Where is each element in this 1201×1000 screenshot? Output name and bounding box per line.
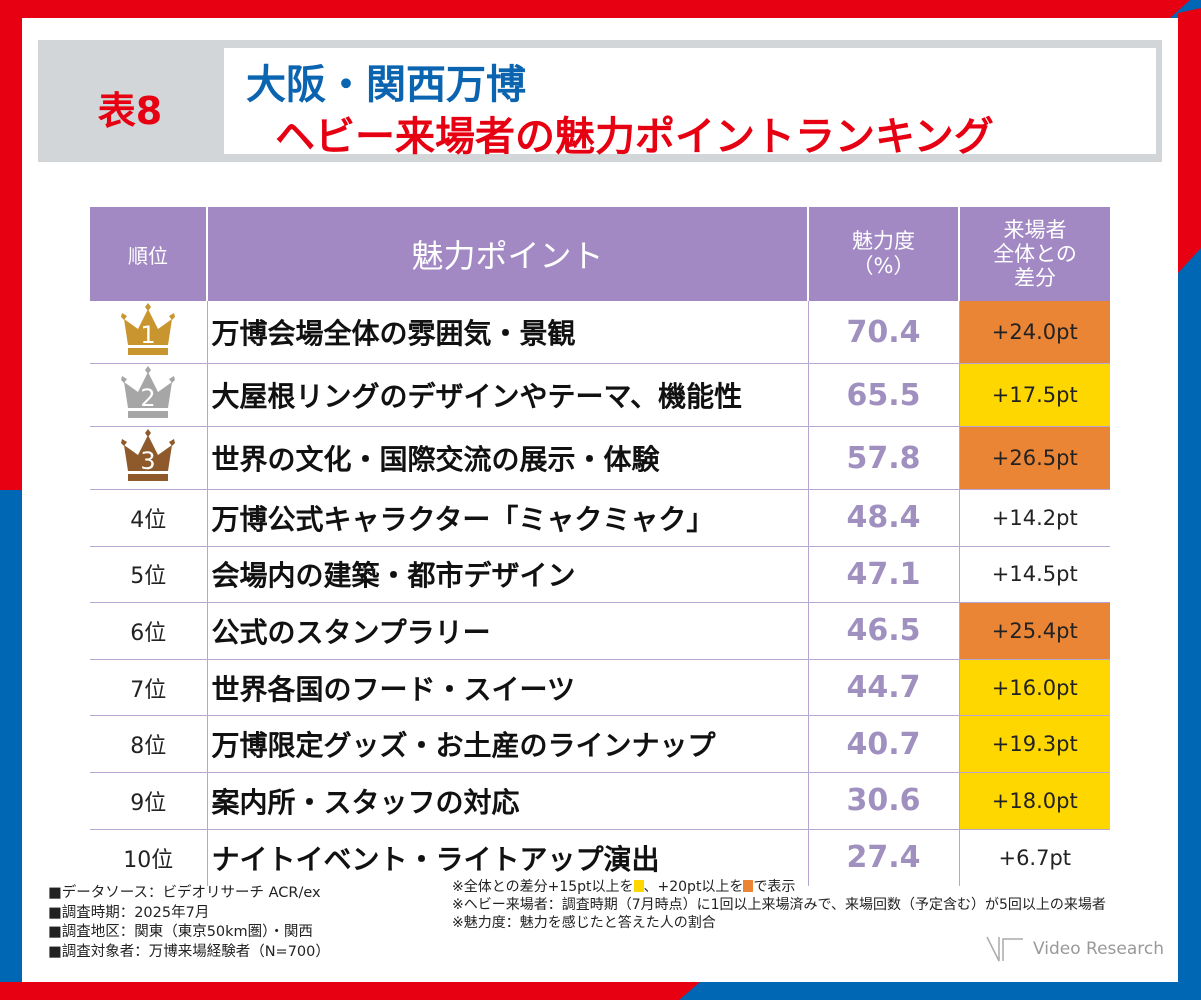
rank-cell: 3 <box>90 426 208 490</box>
table-row: 8位 万博限定グッズ・お土産のラインナップ 40.7 +19.3pt <box>90 715 1110 773</box>
diff-cell: +24.0pt <box>959 301 1110 364</box>
title-line2: ヘビー来場者の魅力ポイントランキング <box>275 114 994 160</box>
rank-label: 4位 <box>130 507 167 533</box>
note-target: ■調査対象者：万博来場経験者（N=700） <box>48 943 330 960</box>
rank-cell: 1 <box>90 301 208 364</box>
crown-bronze-icon: 3 <box>121 429 176 481</box>
value-cell: 27.4 <box>808 829 960 886</box>
item-cell: 会場内の建築・都市デザイン <box>207 546 809 604</box>
item-cell: 万博会場全体の雰囲気・景観 <box>207 301 809 364</box>
table-row: 2 大屋根リングのデザインやテーマ、機能性 65.5 +17.5pt <box>90 363 1110 427</box>
item-cell: 万博公式キャラクター「ミャクミャク」 <box>207 489 809 547</box>
note-source: ■データソース：ビデオリサーチ ACR/ex <box>48 885 321 901</box>
diff-cell: +19.3pt <box>959 715 1110 773</box>
rank-cell: 4位 <box>90 489 208 547</box>
item-cell: 世界各国のフード・スイーツ <box>207 659 809 717</box>
logo-mark-icon <box>986 936 1023 962</box>
rank-cell: 10位 <box>90 829 208 886</box>
diff-cell: +6.7pt <box>959 829 1110 886</box>
diff-cell: +17.5pt <box>959 363 1110 427</box>
value-cell: 65.5 <box>808 363 960 427</box>
diff-cell: +14.2pt <box>959 489 1110 547</box>
item-cell: 案内所・スタッフの対応 <box>207 772 809 830</box>
rank-label: 8位 <box>130 734 167 760</box>
title-line1: 大阪・関西万博 <box>246 62 526 108</box>
value-cell: 30.6 <box>808 772 960 830</box>
table-row: 5位 会場内の建築・都市デザイン 47.1 +14.5pt <box>90 546 1110 604</box>
note-area: ■調査地区：関東（東京50km圏）・関西 <box>48 924 313 940</box>
item-cell: 大屋根リングのデザインやテーマ、機能性 <box>207 363 809 427</box>
orange-swatch <box>743 880 754 892</box>
crown-rank-number: 3 <box>141 447 156 475</box>
col-rank: 順位 <box>90 207 208 301</box>
table-row: 7位 世界各国のフード・スイーツ 44.7 +16.0pt <box>90 659 1110 717</box>
video-research-logo: Video Research <box>985 935 1164 963</box>
notes-right: ※全体との差分+15pt以上を 、+20pt以上を で表示 ※ヘビー来場者：調査時期… <box>452 878 1106 932</box>
value-cell: 40.7 <box>808 715 960 773</box>
rank-cell: 9位 <box>90 772 208 830</box>
rank-cell: 2 <box>90 363 208 427</box>
rank-label: 9位 <box>130 790 167 816</box>
table-row: 1 万博会場全体の雰囲気・景観 70.4 +24.0pt <box>90 301 1110 364</box>
value-cell: 46.5 <box>808 602 960 660</box>
rank-label: 10位 <box>123 847 174 873</box>
ranking-table: 順位 魅力ポイント 魅力度 （%） 来場者 全体との 差分 1 万博会場全体の雰… <box>90 207 1110 886</box>
diff-cell: +26.5pt <box>959 426 1110 490</box>
rank-label: 5位 <box>130 564 167 590</box>
note-period: ■調査時期：2025年7月 <box>48 904 210 921</box>
yellow-swatch <box>633 880 644 892</box>
diff-cell: +25.4pt <box>959 602 1110 660</box>
crown-rank-number: 2 <box>141 384 156 412</box>
col-value: 魅力度 （%） <box>808 207 960 301</box>
table-row: 3 世界の文化・国際交流の展示・体験 57.8 +26.5pt <box>90 426 1110 490</box>
note-heavy: ※ヘビー来場者：調査時期（7月時点）に1回以上来場済みで、来場回数（予定含む）が… <box>452 897 1106 913</box>
crown-rank-number: 1 <box>141 321 156 349</box>
note-attractiveness: ※魅力度：魅力を感じたと答えた人の割合 <box>452 915 716 931</box>
table-row: 9位 案内所・スタッフの対応 30.6 +18.0pt <box>90 772 1110 830</box>
diff-cell: +18.0pt <box>959 772 1110 830</box>
value-cell: 48.4 <box>808 489 960 547</box>
title-box <box>224 48 1156 154</box>
table-label: 表8 <box>97 89 163 133</box>
rank-cell: 5位 <box>90 546 208 604</box>
crown-gold-icon: 1 <box>121 303 176 355</box>
table-row: 6位 公式のスタンプラリー 46.5 +25.4pt <box>90 602 1110 660</box>
rank-cell: 8位 <box>90 715 208 773</box>
item-cell: 万博限定グッズ・お土産のラインナップ <box>207 715 809 773</box>
item-cell: ナイトイベント・ライトアップ演出 <box>207 829 809 886</box>
frame-red-right <box>1178 8 1201 273</box>
value-cell: 47.1 <box>808 546 960 604</box>
rank-label: 6位 <box>130 620 167 646</box>
notes-left: ■データソース：ビデオリサーチ ACR/ex ■調査時期：2025年7月 ■調査… <box>48 884 330 962</box>
note-legend: ※全体との差分+15pt以上を 、+20pt以上を で表示 <box>452 879 796 895</box>
col-item: 魅力ポイント <box>207 207 809 301</box>
rank-cell: 7位 <box>90 659 208 717</box>
table-row: 4位 万博公式キャラクター「ミャクミャク」 48.4 +14.2pt <box>90 489 1110 547</box>
rank-label: 7位 <box>130 677 167 703</box>
value-cell: 57.8 <box>808 426 960 490</box>
value-cell: 70.4 <box>808 301 960 364</box>
rank-cell: 6位 <box>90 602 208 660</box>
col-diff: 来場者 全体との 差分 <box>959 207 1110 301</box>
diff-cell: +14.5pt <box>959 546 1110 604</box>
item-cell: 世界の文化・国際交流の展示・体験 <box>207 426 809 490</box>
table-row: 10位 ナイトイベント・ライトアップ演出 27.4 +6.7pt <box>90 829 1110 886</box>
diff-cell: +16.0pt <box>959 659 1110 717</box>
crown-silver-icon: 2 <box>121 366 176 418</box>
item-cell: 公式のスタンプラリー <box>207 602 809 660</box>
frame-red-bottom <box>0 982 700 1000</box>
value-cell: 44.7 <box>808 659 960 717</box>
